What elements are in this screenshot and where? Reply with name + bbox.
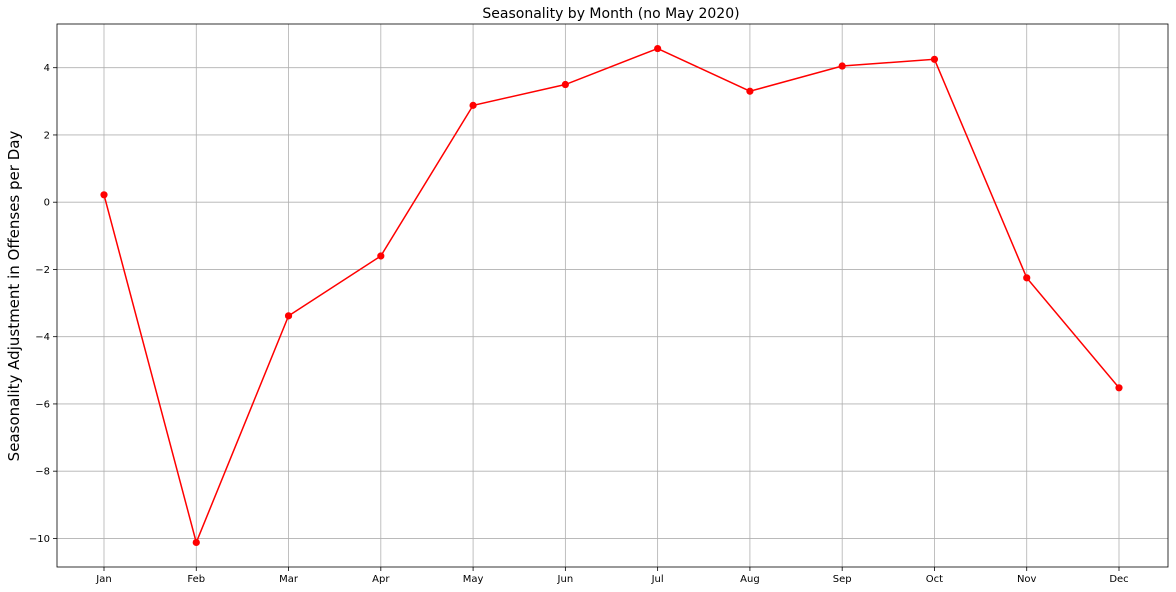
data-point xyxy=(561,80,569,89)
x-tick-label: Mar xyxy=(279,574,299,585)
data-point xyxy=(746,87,754,95)
data-point xyxy=(100,191,108,199)
data-series xyxy=(100,44,1123,547)
x-tick-label: Apr xyxy=(372,574,390,585)
data-point xyxy=(284,312,293,320)
plot-frame xyxy=(56,23,1169,568)
y-tick-label: −4 xyxy=(35,332,50,343)
axes: 4 2 0 −2 −4 −6 −8 −10 Jan Feb Mar Apr May Jun Jul Aug Se… xyxy=(29,23,1169,585)
y-tick-label: −8 xyxy=(35,467,50,478)
data-point xyxy=(654,44,662,53)
data-point xyxy=(838,62,846,70)
y-tick-label: −2 xyxy=(35,265,50,276)
y-tick-label: 4 xyxy=(44,63,50,74)
x-tick-label: Jun xyxy=(557,574,574,585)
y-tick-label: 2 xyxy=(44,130,50,141)
x-tick-label: Sep xyxy=(833,574,852,585)
y-tick-label: −6 xyxy=(35,399,50,410)
y-tick-label: 0 xyxy=(44,198,50,209)
x-tick-label: Dec xyxy=(1109,574,1128,585)
x-tick-label: May xyxy=(463,574,484,585)
grid-lines xyxy=(57,24,1168,567)
data-point xyxy=(930,55,939,63)
data-point xyxy=(1115,384,1123,392)
y-axis-label: Seasonality Adjustment in Offenses per D… xyxy=(5,131,23,462)
data-point xyxy=(1023,274,1031,282)
data-point xyxy=(469,101,477,109)
series-line xyxy=(103,47,1120,545)
x-tick-label: Aug xyxy=(740,574,760,585)
chart-title: Seasonality by Month (no May 2020) xyxy=(482,6,739,22)
x-tick-label: Jul xyxy=(651,574,664,585)
x-tick-label: Feb xyxy=(187,574,205,585)
x-tick-label: Nov xyxy=(1017,574,1037,585)
data-point xyxy=(192,538,200,547)
data-point xyxy=(377,252,385,260)
x-tick-label: Oct xyxy=(926,574,943,585)
y-tick-label: −10 xyxy=(29,534,50,545)
x-tick-label: Jan xyxy=(95,574,111,585)
